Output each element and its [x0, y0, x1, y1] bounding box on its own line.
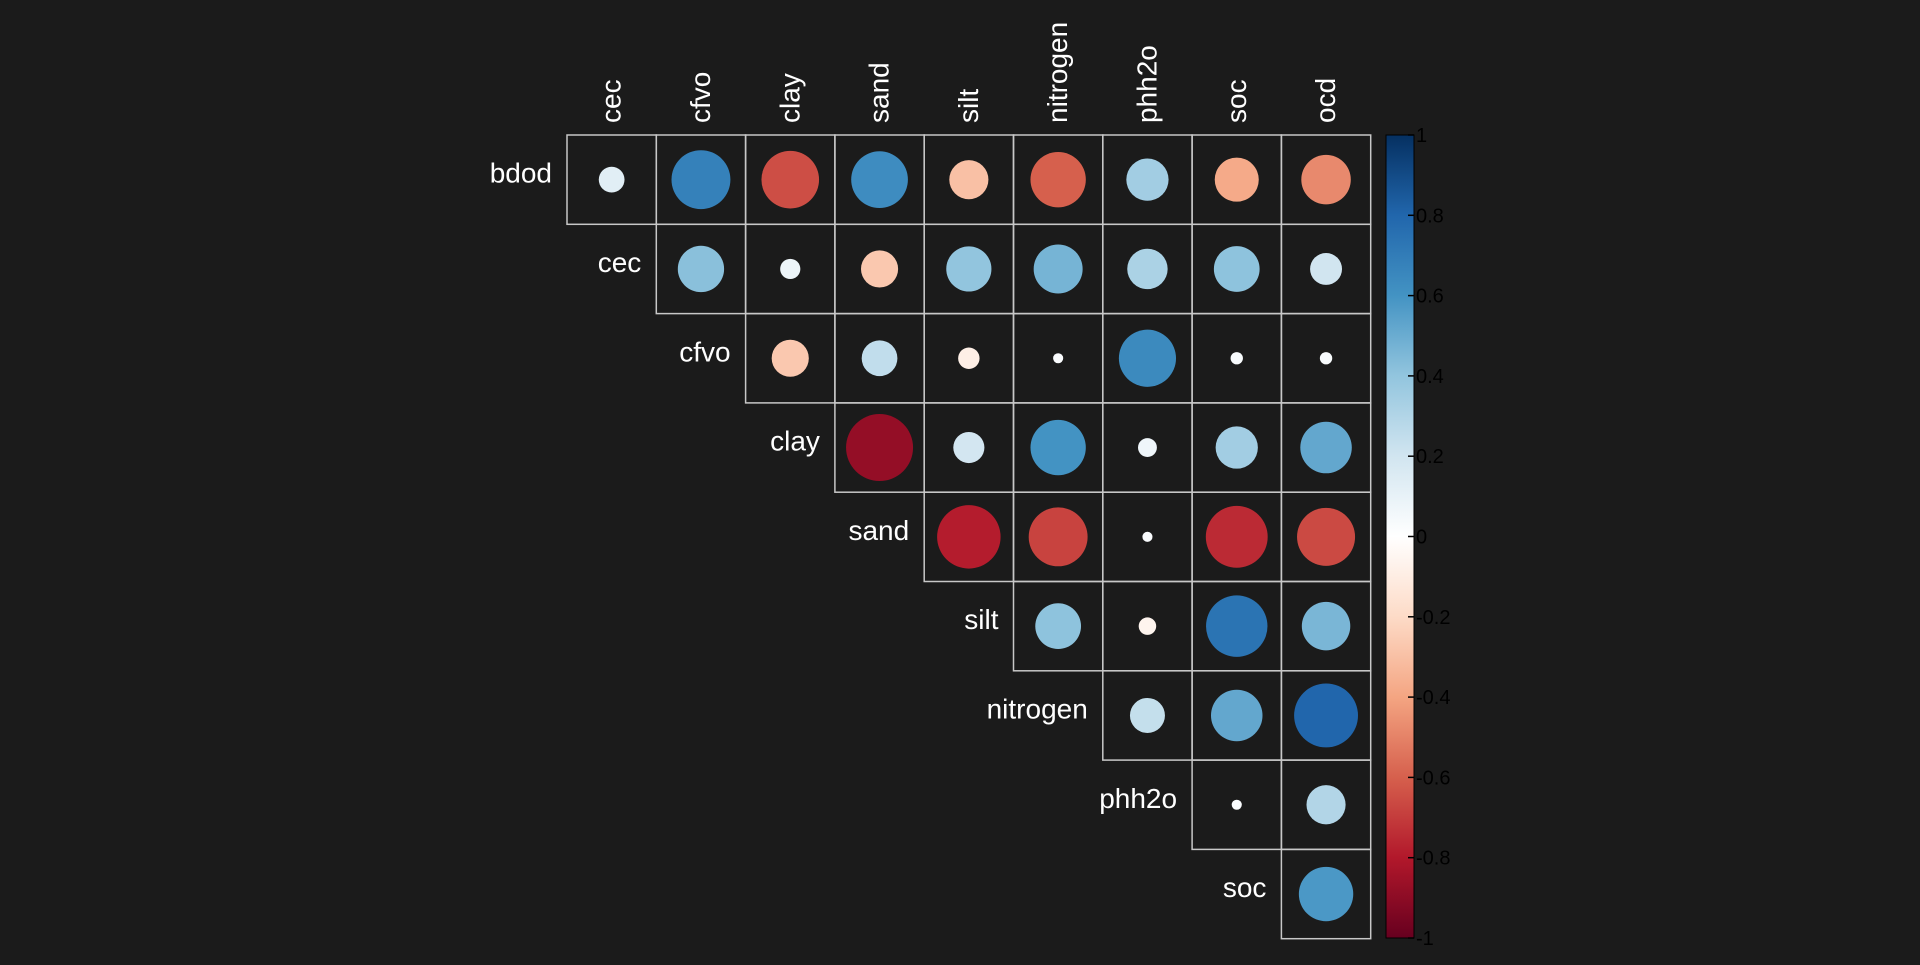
column-label-ocd: ocd	[1310, 78, 1341, 123]
row-label-soc: soc	[1223, 872, 1267, 903]
column-label-phh2o: phh2o	[1131, 45, 1162, 123]
cell-grid	[566, 134, 1372, 940]
correlation-circle-cfvo-phh2o	[1118, 329, 1177, 387]
row-label-silt: silt	[964, 604, 998, 635]
correlation-circle-cec-cfvo	[677, 245, 725, 293]
correlation-circle-sand-soc	[1205, 505, 1268, 568]
correlation-circle-cec-clay	[780, 258, 801, 280]
row-label-phh2o: phh2o	[1099, 783, 1177, 814]
correlation-circle-bdod-clay	[761, 150, 820, 209]
column-label-sand: sand	[864, 62, 895, 123]
column-label-soc: soc	[1221, 79, 1252, 123]
colorbar-tick-label: 0.6	[1416, 286, 1444, 308]
column-label-cec: cec	[596, 79, 627, 123]
correlation-circle-bdod-nitrogen	[1030, 151, 1086, 208]
correlation-circle-silt-soc	[1206, 595, 1268, 657]
row-label-clay: clay	[770, 426, 820, 457]
correlation-circle-cec-soc	[1213, 246, 1260, 292]
correlation-circle-bdod-phh2o	[1126, 158, 1169, 201]
colorbar: 1 0.8 0.6 0.4 0.2 0 -0.2 -0.4 -0.6 -0.8 -1	[1385, 125, 1450, 950]
correlation-circle-sand-ocd	[1297, 507, 1356, 566]
column-label-silt: silt	[953, 89, 984, 123]
correlation-circle-phh2o-ocd	[1306, 785, 1346, 825]
colorbar-tick-label: 0	[1416, 527, 1427, 549]
column-label-nitrogen: nitrogen	[1042, 22, 1073, 123]
colorbar-tick-label: -0.2	[1416, 607, 1450, 629]
colorbar-tick-label: 0.2	[1416, 446, 1444, 468]
correlation-circle-silt-nitrogen	[1035, 603, 1082, 650]
row-label-cec: cec	[598, 247, 642, 278]
correlation-circle-nitrogen-ocd	[1294, 683, 1358, 748]
column-labels: cec cfvo clay sand silt nitrogen phh2o soc ocd	[596, 22, 1341, 123]
correlation-circle-nitrogen-soc	[1210, 689, 1263, 742]
correlation-circle-bdod-soc	[1214, 157, 1259, 202]
colorbar-tick-label: -0.8	[1416, 848, 1450, 870]
correlation-circle-silt-ocd	[1301, 601, 1351, 651]
colorbar-tick-label: -1	[1416, 928, 1434, 950]
correlation-circle-phh2o-soc	[1231, 799, 1242, 810]
colorbar-tick-label: -0.4	[1416, 687, 1450, 709]
correlation-circle-cfvo-nitrogen	[1053, 353, 1064, 364]
colorbar-tick-label: -0.6	[1416, 767, 1450, 789]
row-label-sand: sand	[848, 515, 909, 546]
correlation-circle-cec-silt	[946, 246, 992, 292]
correlation-circle-cfvo-clay	[771, 339, 809, 377]
correlation-circle-cec-sand	[860, 250, 899, 288]
correlation-circle-bdod-ocd	[1301, 154, 1351, 205]
row-label-cfvo: cfvo	[679, 336, 730, 367]
correlation-circle-cfvo-sand	[861, 340, 898, 377]
correlation-circle-cfvo-ocd	[1319, 352, 1333, 365]
correlation-circle-bdod-cec	[598, 166, 625, 193]
correlation-circle-clay-nitrogen	[1030, 419, 1086, 476]
row-labels: bdod cec cfvo clay sand silt nitrogen phh2o soc	[490, 158, 1267, 903]
correlation-circle-cec-nitrogen	[1033, 244, 1083, 294]
correlation-circle-clay-soc	[1215, 426, 1258, 469]
column-label-cfvo: cfvo	[685, 72, 716, 123]
row-label-nitrogen: nitrogen	[987, 693, 1088, 724]
correlation-circle-cec-ocd	[1310, 252, 1343, 285]
correlation-circle-clay-phh2o	[1137, 438, 1157, 458]
colorbar-tick-label: 0.8	[1416, 205, 1444, 227]
correlation-circle-clay-silt	[953, 431, 985, 464]
correlation-circle-sand-nitrogen	[1028, 507, 1088, 567]
colorbar-tick-label: 1	[1416, 125, 1427, 147]
grid-cell	[1280, 848, 1372, 940]
row-label-bdod: bdod	[490, 158, 552, 189]
correlation-circle-cfvo-soc	[1230, 352, 1243, 365]
correlation-circle-silt-phh2o	[1138, 617, 1157, 635]
correlation-circle-clay-sand	[846, 414, 914, 482]
correlation-circle-bdod-cfvo	[671, 150, 731, 210]
correlation-circle-sand-silt	[937, 505, 1001, 569]
correlation-circle-cfvo-silt	[958, 347, 980, 369]
correlation-circle-sand-phh2o	[1142, 531, 1153, 542]
correlation-circles	[598, 150, 1358, 922]
correlation-circle-bdod-sand	[851, 151, 908, 209]
correlation-circle-clay-ocd	[1300, 421, 1352, 474]
correlation-circle-soc-ocd	[1298, 866, 1354, 922]
colorbar-tick-label: 0.4	[1416, 366, 1444, 388]
correlation-circle-cec-phh2o	[1127, 248, 1168, 290]
correlation-circle-nitrogen-phh2o	[1129, 697, 1165, 733]
correlation-circle-bdod-silt	[949, 160, 989, 200]
column-label-clay: clay	[774, 73, 805, 123]
